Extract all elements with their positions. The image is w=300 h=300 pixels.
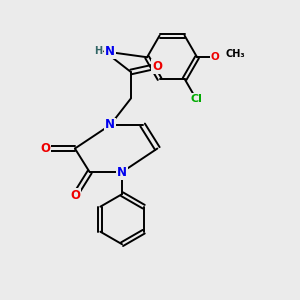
Text: N: N — [105, 118, 115, 131]
Text: H: H — [94, 46, 102, 56]
Text: O: O — [210, 52, 219, 62]
Text: N: N — [105, 45, 115, 58]
Text: O: O — [40, 142, 50, 155]
Text: Cl: Cl — [190, 94, 202, 104]
Text: N: N — [117, 166, 127, 178]
Text: CH₃: CH₃ — [226, 49, 245, 59]
Text: O: O — [152, 60, 162, 73]
Text: O: O — [70, 189, 80, 202]
